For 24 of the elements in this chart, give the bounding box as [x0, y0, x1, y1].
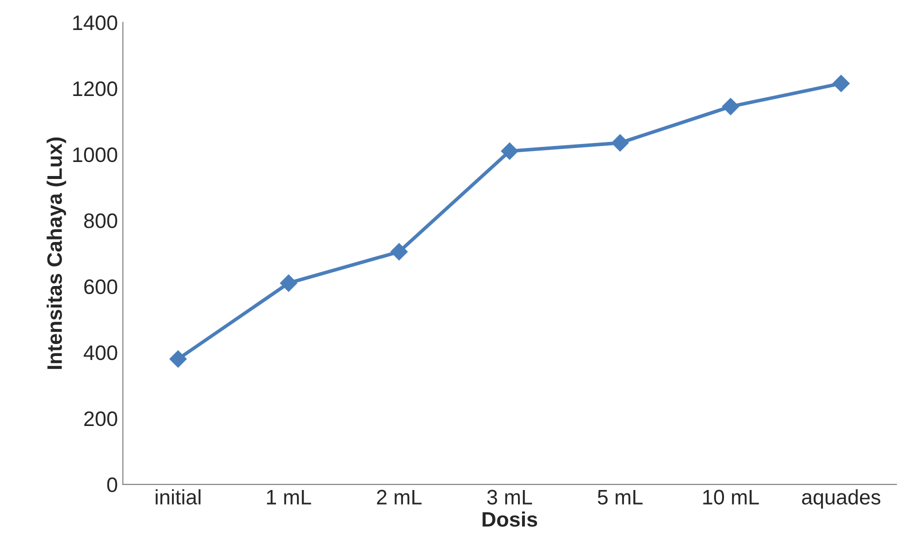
y-tick-label: 1000	[73, 147, 118, 162]
x-tick-label: 10 mL	[703, 490, 759, 505]
y-tick-label: 1200	[73, 81, 118, 96]
point	[612, 134, 629, 152]
y-tick-label: 800	[84, 213, 118, 228]
y-axis-title: Intensitas Cahaya (Lux)	[46, 137, 66, 369]
x-tick-label: aquades	[802, 489, 880, 509]
point	[722, 98, 740, 116]
x-tick-label: 2 mL	[376, 490, 422, 504]
point	[170, 350, 187, 368]
y-tick-label: 200	[84, 411, 118, 426]
x-tick-label: initial	[156, 489, 200, 505]
point	[390, 243, 408, 260]
point	[501, 142, 518, 160]
point	[832, 74, 850, 92]
point	[280, 274, 298, 292]
x-tick-label: 1 mL	[267, 490, 312, 504]
x-tick-label: 3 mL	[487, 490, 532, 505]
y-tick-label: 400	[84, 345, 118, 360]
y-tick-label: 0	[107, 477, 118, 492]
y-tick-label: 600	[84, 279, 118, 294]
y-tick-label: 1400	[73, 15, 118, 30]
x-tick-label: 5 mL	[598, 490, 643, 505]
x-axis-title: Dosis	[482, 511, 538, 527]
